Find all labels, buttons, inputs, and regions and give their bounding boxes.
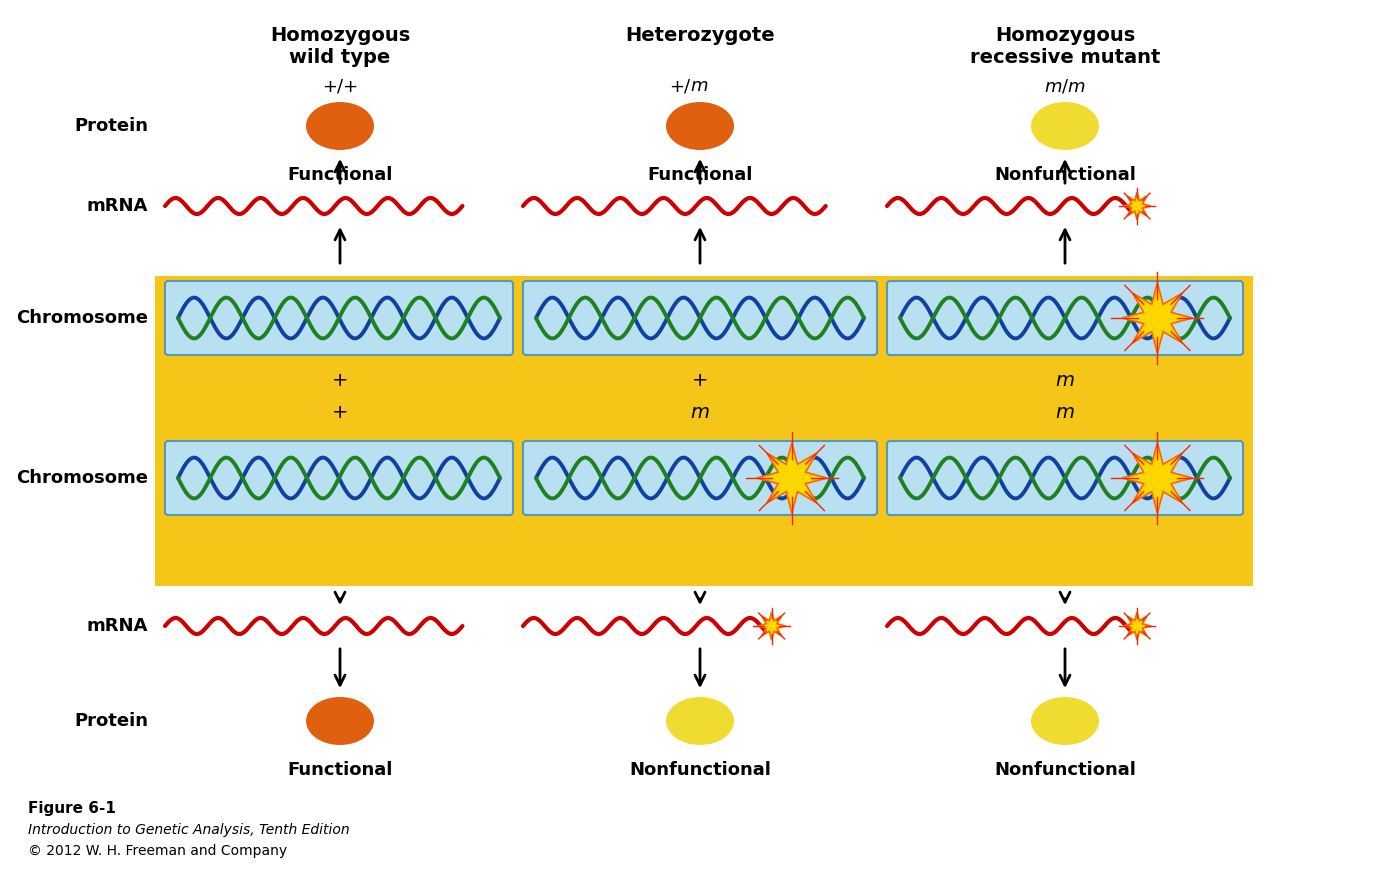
Text: +: + bbox=[332, 402, 349, 421]
Ellipse shape bbox=[666, 102, 734, 150]
Text: Introduction to Genetic Analysis, Tenth Edition: Introduction to Genetic Analysis, Tenth … bbox=[28, 823, 350, 837]
Text: Homozygous
recessive mutant: Homozygous recessive mutant bbox=[970, 26, 1161, 67]
Text: $\mathit{m}$: $\mathit{m}$ bbox=[690, 402, 710, 421]
Polygon shape bbox=[1123, 612, 1151, 640]
Polygon shape bbox=[757, 612, 785, 640]
Ellipse shape bbox=[1030, 697, 1099, 745]
Text: Functional: Functional bbox=[287, 761, 392, 779]
Text: $\mathit{m}$: $\mathit{m}$ bbox=[690, 77, 708, 95]
Bar bbox=[512, 276, 888, 586]
Text: Protein: Protein bbox=[74, 712, 148, 730]
Text: Functional: Functional bbox=[287, 166, 392, 184]
Text: Functional: Functional bbox=[647, 166, 753, 184]
Text: mRNA: mRNA bbox=[87, 197, 148, 215]
Text: Nonfunctional: Nonfunctional bbox=[994, 166, 1135, 184]
FancyBboxPatch shape bbox=[165, 281, 512, 355]
Text: +/+: +/+ bbox=[322, 77, 358, 95]
Polygon shape bbox=[1121, 443, 1193, 513]
Text: $\mathit{m}$/$\mathit{m}$: $\mathit{m}$/$\mathit{m}$ bbox=[1044, 77, 1086, 95]
Text: Nonfunctional: Nonfunctional bbox=[629, 761, 771, 779]
Bar bbox=[876, 276, 1253, 586]
Ellipse shape bbox=[1030, 102, 1099, 150]
Polygon shape bbox=[756, 443, 827, 513]
FancyBboxPatch shape bbox=[524, 441, 876, 515]
Text: Chromosome: Chromosome bbox=[15, 309, 148, 327]
Text: Protein: Protein bbox=[74, 117, 148, 135]
Text: mRNA: mRNA bbox=[87, 617, 148, 635]
Text: $\mathit{m}$: $\mathit{m}$ bbox=[1056, 371, 1075, 390]
Text: Figure 6-1: Figure 6-1 bbox=[28, 801, 116, 816]
Ellipse shape bbox=[307, 102, 374, 150]
Ellipse shape bbox=[666, 697, 734, 745]
FancyBboxPatch shape bbox=[165, 441, 512, 515]
Text: $\mathit{m}$: $\mathit{m}$ bbox=[1056, 402, 1075, 421]
FancyBboxPatch shape bbox=[888, 281, 1243, 355]
Text: © 2012 W. H. Freeman and Company: © 2012 W. H. Freeman and Company bbox=[28, 844, 287, 858]
Polygon shape bbox=[1123, 192, 1151, 220]
Bar bbox=[155, 276, 524, 586]
Text: Nonfunctional: Nonfunctional bbox=[994, 761, 1135, 779]
Ellipse shape bbox=[307, 697, 374, 745]
Text: Heterozygote: Heterozygote bbox=[626, 26, 774, 45]
Text: +: + bbox=[692, 371, 708, 390]
Text: +: + bbox=[332, 371, 349, 390]
FancyBboxPatch shape bbox=[524, 281, 876, 355]
Text: Homozygous
wild type: Homozygous wild type bbox=[270, 26, 410, 67]
Polygon shape bbox=[1121, 282, 1193, 353]
FancyBboxPatch shape bbox=[888, 441, 1243, 515]
Text: +/: +/ bbox=[669, 77, 690, 95]
Text: Chromosome: Chromosome bbox=[15, 469, 148, 487]
